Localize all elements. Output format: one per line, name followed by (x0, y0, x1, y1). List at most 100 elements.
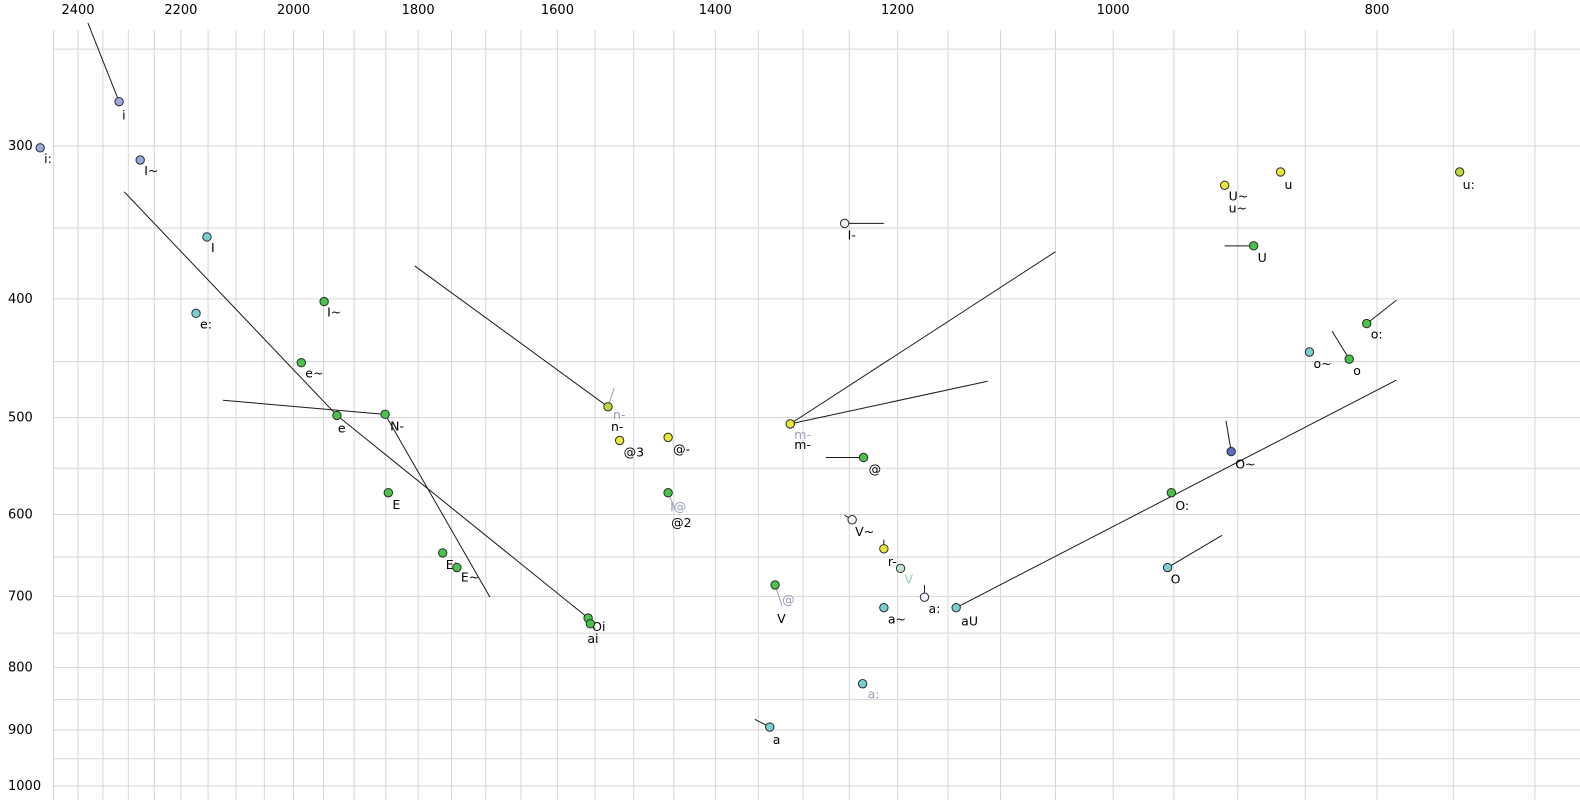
vowel-label-o: o (1353, 363, 1361, 378)
vowel-point-I (202, 232, 212, 242)
vowel-label-ai: ai (587, 631, 598, 646)
vowel-point-@- (663, 432, 673, 443)
vowel-point-u: (1454, 167, 1465, 177)
trajectory-line (414, 265, 609, 408)
vowel-label-@: @ (869, 461, 882, 476)
vowel-label-aU: aU (961, 614, 978, 629)
trajectory-lines (87, 22, 1397, 728)
trajectory-line (336, 415, 589, 619)
y-axis-tick-label: 500 (8, 411, 33, 426)
vowel-label-r-: r- (888, 554, 897, 569)
x-axis-tick-label: 2400 (61, 3, 94, 18)
vowel-point-i: (35, 143, 45, 153)
vowel-point-e~ (296, 358, 306, 368)
vowel-point-i (114, 96, 124, 107)
vowel-label-a:: a: (868, 687, 880, 702)
vowel-point-O~ (1226, 446, 1236, 457)
vowel-label-V~: V~ (855, 524, 874, 539)
vowel-label-V: V (777, 611, 786, 626)
vowel-point-e (332, 410, 342, 421)
vowel-point-a: (919, 592, 930, 602)
vowel-label-o~: o~ (1314, 356, 1332, 371)
vowel-label-m-: m- (794, 437, 811, 452)
vowel-point-I~ (135, 155, 145, 165)
vowel-point-n- (603, 402, 613, 412)
trajectory-line (222, 399, 386, 415)
x-axis-tick-label: 1800 (402, 3, 435, 18)
vowel-point-O (1162, 562, 1173, 573)
vowel-point-ai (585, 619, 596, 629)
trajectory-line (1167, 534, 1223, 568)
y-axis-tick-label: 600 (8, 507, 33, 522)
x-axis-tick-label: 2000 (277, 3, 310, 18)
trajectory-line (1225, 420, 1232, 452)
vowel-point-@2 (663, 488, 673, 498)
vowel-label-V: V (905, 571, 914, 586)
vowel-point-E~ (452, 562, 462, 573)
vowel-label-O:: O: (1175, 498, 1189, 513)
y-axis-tick-label: 400 (8, 292, 33, 307)
vowel-label-I@: I@ (670, 499, 686, 514)
vowel-label-e:: e: (200, 316, 212, 331)
x-axis-tick-label: 1200 (881, 3, 914, 18)
vowel-label-a:: a: (928, 601, 940, 616)
vowel-label-u:: u: (1463, 177, 1475, 192)
vowel-point-a (765, 722, 775, 732)
vowel-label-I~: I~ (327, 305, 341, 320)
vowel-point-V~ (847, 515, 857, 525)
vowel-label-u~: u~ (1229, 200, 1247, 215)
trajectory-line (123, 191, 338, 416)
vowel-label-o:: o: (1371, 327, 1383, 342)
grid (53, 30, 1580, 800)
vowel-point-a: (857, 679, 868, 689)
vowel-point-O: (1166, 488, 1177, 498)
y-axis-tick-label: 1000 (8, 779, 41, 794)
x-axis-tick-label: 1400 (699, 3, 732, 18)
vowel-label-i:: i: (44, 151, 52, 166)
vowel-label-m-: m- (794, 427, 811, 442)
vowel-point-o (1344, 354, 1354, 364)
vowel-point-V (895, 563, 906, 574)
vowel-label-@3: @3 (624, 444, 644, 459)
vowel-label-I~: I~ (144, 163, 158, 178)
vowel-point-r- (879, 544, 889, 554)
vowel-point-o: (1362, 318, 1372, 329)
vowel-point-e: (191, 308, 201, 319)
vowel-point-U (1248, 241, 1259, 251)
vowel-label-u: u (1285, 177, 1293, 192)
trajectory-line (790, 380, 988, 425)
vowel-point-o~ (1304, 347, 1315, 357)
vowel-label-n-: n- (611, 419, 623, 434)
vowel-point-V (770, 580, 780, 590)
vowel-label-i: i (122, 108, 125, 123)
vowel-point-m- (785, 419, 795, 429)
vowel-point-I~ (319, 296, 329, 307)
vowel-label-I: I (211, 240, 215, 255)
x-axis-tick-label: 1000 (1097, 3, 1130, 18)
vowel-label-N-: N- (390, 418, 404, 433)
vowel-label-U: U (1258, 250, 1267, 265)
y-axis-tick-label: 900 (8, 723, 33, 738)
vowel-point-@3 (614, 435, 625, 446)
x-axis-tick-label: 2200 (164, 3, 197, 18)
trajectory-line (1366, 299, 1397, 324)
vowel-label-e: e (338, 420, 346, 435)
vowel-label-I-: I- (848, 227, 856, 242)
vowel-point-@ (858, 452, 869, 463)
axis-ticks: 2400 2200 2000 1800 1600 1400 1200 1000 800 300 40… (8, 3, 1389, 794)
vowel-point-I- (839, 218, 850, 229)
vowel-label-a~: a~ (888, 612, 906, 627)
vowel-label-E: E (392, 497, 400, 512)
y-axis-tick-label: 800 (8, 660, 33, 675)
trajectory-line (790, 251, 1056, 425)
vowel-label-a: a (773, 732, 781, 747)
vowel-label-n-: n- (613, 407, 625, 422)
trajectory-line (955, 379, 1397, 609)
vowel-label-@: @ (782, 592, 795, 607)
y-axis-tick-label: 300 (8, 139, 33, 154)
vowel-point-aU (951, 602, 961, 613)
vowel-point-a~ (879, 602, 889, 613)
